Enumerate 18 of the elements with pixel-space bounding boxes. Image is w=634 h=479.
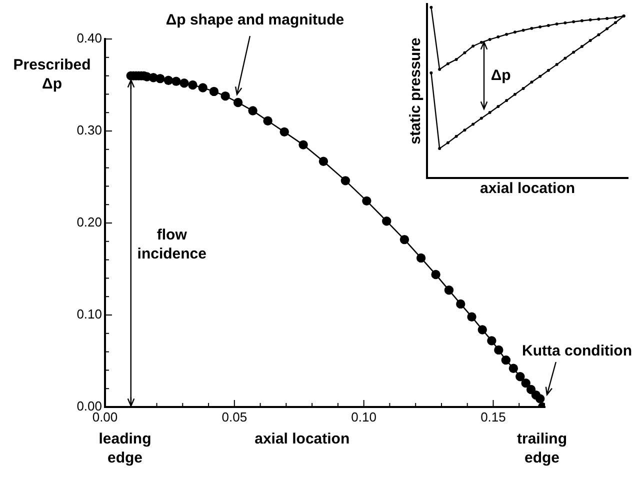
annotation: Δp — [490, 67, 511, 84]
y-axis-title: Prescribed Δp — [13, 56, 91, 93]
text: trailing edge — [516, 430, 568, 467]
y-tick-label: 0.40 — [76, 30, 102, 46]
y-tick-label: 0.20 — [76, 214, 102, 230]
ref-line-label: flow incidence — [137, 226, 206, 263]
y-tick-label: 0.30 — [76, 122, 102, 138]
y-tick-label: 0.10 — [76, 306, 102, 322]
text: leading edge — [98, 430, 152, 467]
y-axis-title: static pressure — [407, 38, 424, 144]
x-axis-title: axial location — [480, 180, 576, 198]
x-tick-label: 0.15 — [480, 409, 506, 424]
x-axis-title: axial location — [254, 430, 350, 448]
annotation: Δp shape and magnitude — [166, 12, 344, 29]
y-tick-label: 0.00 — [76, 398, 102, 414]
annotation: Kutta condition — [522, 342, 632, 360]
x-tick-label: 0.05 — [222, 409, 248, 424]
x-tick-label: 0.10 — [351, 409, 376, 424]
